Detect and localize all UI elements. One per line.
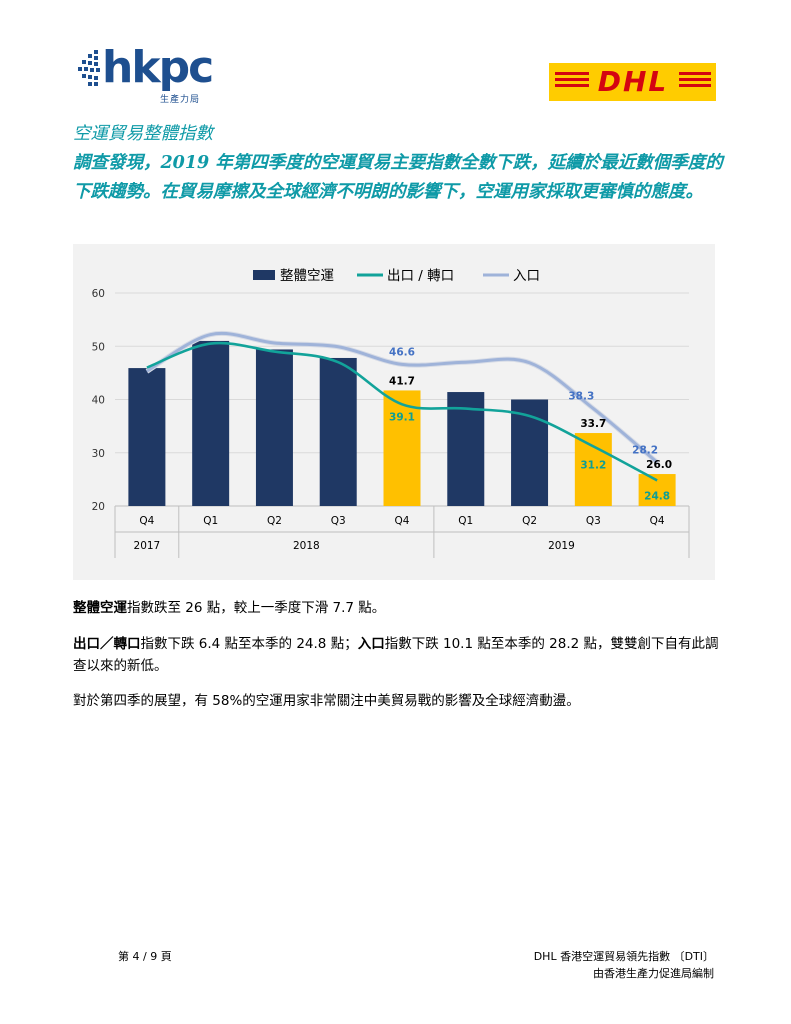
export-data-label: 31.2 — [580, 459, 606, 471]
x-tick-label: Q4 — [650, 515, 665, 527]
import-data-label: 38.3 — [568, 391, 594, 403]
x-tick-label: Q2 — [267, 515, 282, 527]
dhl-logo: DHL — [549, 63, 716, 101]
bar — [128, 368, 166, 506]
headline-title: 空運貿易整體指數 — [73, 124, 213, 144]
legend-swatch — [253, 270, 275, 280]
footer-doc-title: DHL 香港空運貿易領先指數 〔DTI〕 — [533, 950, 714, 963]
year-label: 2019 — [548, 540, 575, 552]
bar — [319, 357, 357, 506]
x-tick-label: Q2 — [522, 515, 537, 527]
import-term: 入口 — [357, 636, 385, 652]
bar — [192, 340, 230, 506]
import-text: 指數下跌 10.1 點至本季的 28.2 點，雙雙創下自有此調查以來的新低。 — [73, 636, 719, 674]
hkpc-logo: hkpc 生產力局 — [78, 44, 228, 106]
paragraph-outlook: 對於第四季的展望，有 58%的空運用家非常關注中美貿易戰的影響及全球經濟動盪。 — [73, 690, 723, 712]
bar-data-label: 33.7 — [580, 418, 606, 430]
y-tick-label: 50 — [92, 341, 105, 353]
y-tick-label: 60 — [92, 288, 105, 300]
overall-text: 指數跌至 26 點，較上一季度下滑 7.7 點。 — [127, 600, 386, 616]
import-data-label: 46.6 — [389, 346, 415, 358]
headline-summary: 調查發現，2019 年第四季度的空運貿易主要指數全數下跌，延續於最近數個季度的下… — [73, 153, 723, 202]
outlook-text: 對於第四季的展望，有 58%的空運用家非常關注中美貿易戰的影響及全球經濟動盪。 — [73, 693, 580, 709]
export-line — [146, 341, 658, 482]
bar — [383, 390, 421, 506]
hkpc-subtitle: 生產力局 — [160, 95, 201, 105]
bar — [255, 349, 293, 506]
year-label: 2017 — [134, 540, 161, 552]
export-text: 指數下跌 6.4 點至本季的 24.8 點； — [140, 636, 358, 652]
y-tick-label: 30 — [92, 448, 105, 460]
paragraph-export-import: 出口／轉口指數下跌 6.4 點至本季的 24.8 點；入口指數下跌 10.1 點… — [73, 633, 723, 677]
legend-label: 整體空運 — [280, 268, 334, 284]
chart-legend: 整體空運 出口 / 轉口 入口 — [253, 268, 540, 284]
legend-label: 入口 — [513, 268, 540, 284]
x-tick-label: Q3 — [331, 515, 346, 527]
year-label: 2018 — [293, 540, 320, 552]
index-chart: 20 30 40 50 60 41.7 33.7 26.0 46.6 38.3 28.2 39.1 31… — [92, 268, 690, 558]
page-number: 第 4 / 9 頁 — [118, 950, 172, 963]
footer-credits: DHL 香港空運貿易領先指數 〔DTI〕 由香港生產力促進局編制 — [534, 948, 714, 982]
y-tick-label: 20 — [92, 501, 105, 513]
headline: 空運貿易整體指數 調查發現，2019 年第四季度的空運貿易主要指數全數下跌，延續… — [73, 120, 723, 207]
export-data-label: 24.8 — [644, 490, 670, 502]
bar-data-label: 41.7 — [389, 375, 415, 387]
hkpc-wordmark: hkpc — [102, 42, 214, 93]
x-tick-label: Q4 — [395, 515, 410, 527]
y-tick-label: 40 — [92, 395, 105, 407]
import-data-label: 28.2 — [632, 444, 658, 456]
x-tick-label: Q3 — [586, 515, 601, 527]
x-tick-label: Q4 — [139, 515, 154, 527]
x-tick-label: Q1 — [458, 515, 473, 527]
export-data-label: 39.1 — [389, 411, 415, 423]
chart-panel: 20 30 40 50 60 41.7 33.7 26.0 46.6 38.3 28.2 39.1 31… — [73, 244, 715, 580]
bar-data-label: 26.0 — [646, 459, 672, 471]
bar — [447, 392, 485, 506]
export-term: 出口／轉口 — [73, 636, 141, 652]
dhl-wordmark: DHL — [598, 65, 669, 98]
footer-compiler: 由香港生產力促進局編制 — [593, 967, 714, 980]
overall-term: 整體空運 — [73, 600, 127, 616]
x-tick-label: Q1 — [203, 515, 218, 527]
legend-label: 出口 / 轉口 — [387, 268, 454, 284]
paragraph-overall: 整體空運指數跌至 26 點，較上一季度下滑 7.7 點。 — [73, 597, 723, 619]
hkpc-dots-icon — [78, 50, 100, 86]
import-line — [146, 331, 659, 464]
